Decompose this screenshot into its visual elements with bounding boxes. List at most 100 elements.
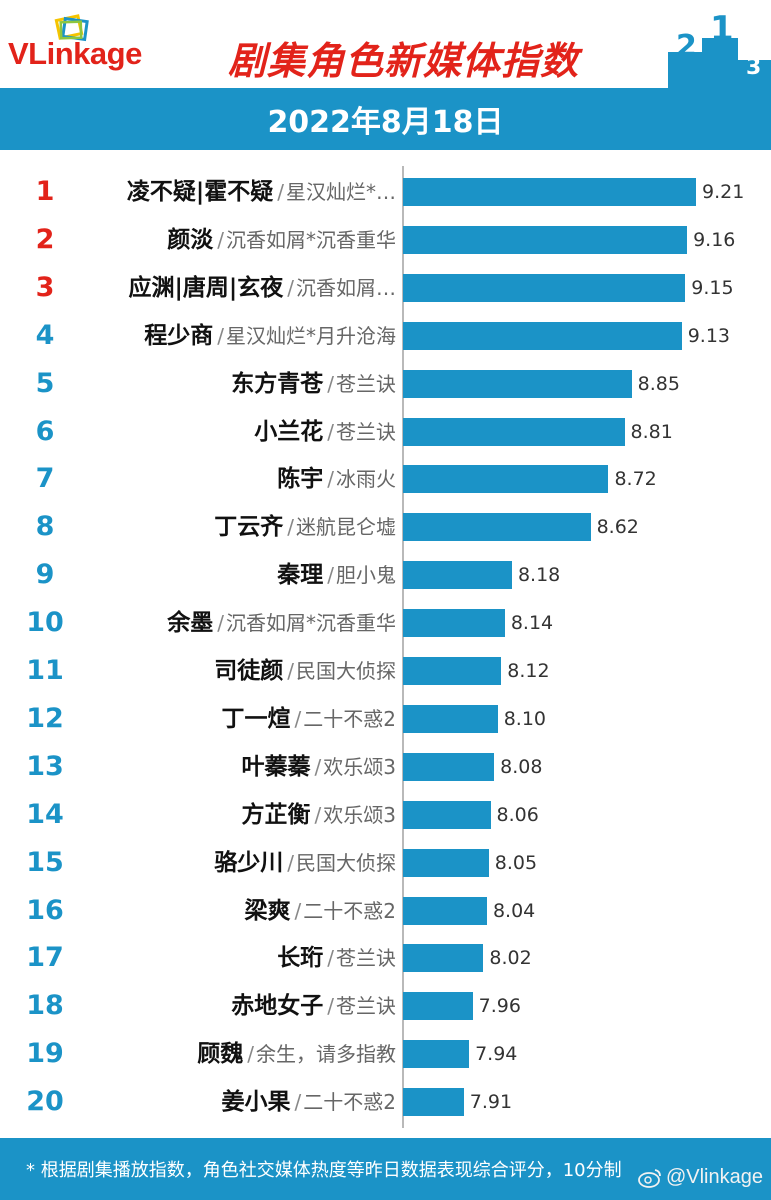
value-label: 7.91 — [469, 1091, 513, 1114]
show-title: 余生，请多指教 — [256, 1042, 396, 1067]
show-title: 冰雨火 — [336, 467, 396, 492]
rank-number: 5 — [35, 367, 55, 399]
row-label: 程少商 / 星汉灿烂*月升沧海 — [144, 320, 396, 352]
label-separator: / — [287, 850, 294, 875]
chart-row: 8 丁云齐 / 迷航昆仑墟 8.62 — [0, 503, 771, 551]
label-separator: / — [294, 706, 302, 731]
podium-number-1: 1 — [710, 9, 734, 49]
rank-number: 19 — [26, 1038, 64, 1070]
value-label: 8.04 — [492, 899, 536, 922]
value-label: 9.13 — [687, 324, 731, 347]
label-separator: / — [294, 1090, 302, 1115]
rank-number: 8 — [35, 511, 55, 543]
rank-number: 16 — [26, 894, 64, 926]
value-label: 7.94 — [475, 1043, 518, 1066]
value-bar — [403, 321, 682, 350]
value-bar — [403, 752, 495, 781]
show-title: 民国大侦探 — [296, 659, 396, 683]
character-name: 东方青苍 — [231, 370, 324, 397]
show-title: 胆小鬼 — [336, 563, 396, 588]
row-label: 方芷衡 / 欢乐颂3 — [242, 799, 396, 831]
character-name: 小兰花 — [254, 418, 324, 445]
value-label: 8.06 — [496, 803, 539, 826]
chart-row: 5 东方青苍 / 苍兰诀 8.85 — [0, 360, 771, 408]
value-bar — [403, 273, 686, 302]
value-label: 8.12 — [507, 660, 550, 682]
chart-row: 16 梁爽 / 二十不惑2 8.04 — [0, 887, 771, 935]
value-bar — [403, 1088, 464, 1117]
vlinkage-logo: VLinkage — [8, 12, 173, 82]
value-label: 8.05 — [494, 851, 538, 874]
character-name: 秦理 — [277, 562, 324, 589]
rank-number: 14 — [26, 798, 64, 830]
rank-number: 6 — [35, 415, 55, 447]
show-title: 迷航昆仑墟 — [296, 515, 396, 540]
character-name: 陈宇 — [277, 466, 324, 493]
rank-number: 3 — [35, 271, 55, 303]
chart-axis-line — [402, 166, 404, 1128]
value-label: 8.85 — [637, 372, 680, 395]
value-label: 8.08 — [500, 755, 543, 778]
value-label: 9.21 — [702, 181, 745, 203]
value-bar — [403, 992, 473, 1021]
character-name: 方芷衡 — [241, 801, 311, 828]
value-label: 8.10 — [503, 707, 546, 730]
watermark-text: @Vlinkage — [665, 1166, 763, 1188]
character-name: 赤地女子 — [231, 993, 324, 1020]
label-separator: / — [327, 994, 334, 1019]
rank-number: 15 — [26, 846, 64, 878]
value-bar — [403, 896, 487, 925]
character-name: 程少商 — [144, 322, 214, 349]
rank-number: 20 — [26, 1086, 64, 1118]
label-separator: / — [247, 1042, 254, 1067]
footer-banner: * 根据剧集播放指数，角色社交媒体热度等昨日数据表现综合评分，10分制 @Vli… — [0, 1138, 771, 1200]
chart-row: 1 凌不疑|霍不疑 / 星汉灿烂*… 9.21 — [0, 168, 771, 216]
label-separator: / — [327, 419, 334, 444]
chart-row: 2 颜淡 / 沉香如屑*沉香重华 9.16 — [0, 216, 771, 264]
value-bar — [403, 369, 632, 398]
row-label: 秦理 / 胆小鬼 — [277, 559, 396, 591]
logo-text: VLinkage — [8, 36, 142, 71]
row-label: 东方青苍 / 苍兰诀 — [231, 368, 396, 400]
date-text: 2022年8月18日 — [267, 105, 504, 140]
value-bar — [403, 561, 512, 590]
rank-number: 9 — [35, 559, 55, 591]
rank-number: 1 — [35, 176, 55, 207]
character-name: 余墨 — [167, 610, 214, 637]
chart-row: 17 长珩 / 苍兰诀 8.02 — [0, 934, 771, 982]
value-bar — [403, 417, 625, 446]
row-label: 姜小果 / 二十不惑2 — [222, 1086, 396, 1118]
show-title: 星汉灿烂*月升沧海 — [226, 323, 396, 348]
row-label: 应渊|唐周|玄夜 / 沉香如屑… — [128, 272, 396, 304]
row-label: 颜淡 / 沉香如屑*沉香重华 — [167, 224, 396, 256]
rank-number: 2 — [35, 223, 55, 255]
chart-row: 6 小兰花 / 苍兰诀 8.81 — [0, 408, 771, 456]
rank-number: 4 — [35, 319, 55, 351]
character-name: 叶蓁蓁 — [241, 753, 311, 780]
row-label: 陈宇 / 冰雨火 — [277, 463, 396, 495]
value-label: 8.18 — [517, 564, 561, 587]
character-name: 丁一煊 — [221, 705, 291, 732]
label-separator: / — [327, 563, 334, 588]
chart-row: 4 程少商 / 星汉灿烂*月升沧海 9.13 — [0, 312, 771, 360]
value-label: 9.16 — [693, 228, 736, 251]
chart-row: 12 丁一煊 / 二十不惑2 8.10 — [0, 695, 771, 743]
character-name: 凌不疑|霍不疑 — [126, 179, 274, 205]
row-label: 叶蓁蓁 / 欢乐颂3 — [242, 751, 396, 783]
chart-row: 13 叶蓁蓁 / 欢乐颂3 8.08 — [0, 743, 771, 791]
row-label: 长珩 / 苍兰诀 — [277, 942, 396, 974]
row-label: 梁爽 / 二十不惑2 — [245, 895, 396, 927]
value-label: 8.62 — [596, 516, 639, 539]
character-name: 颜淡 — [167, 226, 214, 253]
show-title: 沉香如屑… — [296, 275, 396, 300]
watermark: @Vlinkage — [638, 1166, 763, 1189]
label-separator: / — [327, 371, 334, 396]
show-title: 苍兰诀 — [336, 419, 396, 444]
label-separator: / — [287, 659, 294, 683]
label-separator: / — [327, 946, 334, 971]
rank-number: 10 — [26, 607, 64, 639]
rank-number: 17 — [26, 942, 64, 974]
row-label: 司徒颜 / 民国大侦探 — [214, 655, 396, 687]
value-bar — [403, 800, 491, 829]
row-label: 余墨 / 沉香如屑*沉香重华 — [167, 607, 396, 639]
